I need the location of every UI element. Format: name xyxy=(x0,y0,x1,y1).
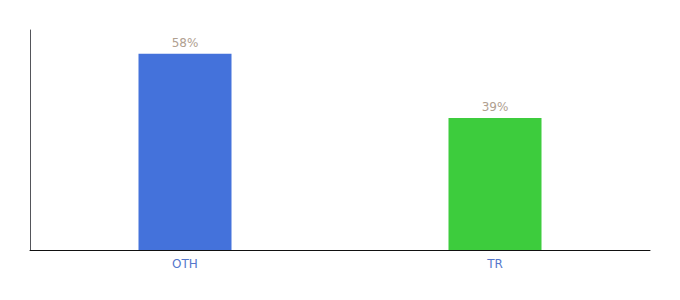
svg-text:39%: 39% xyxy=(482,100,509,114)
svg-text:58%: 58% xyxy=(172,36,199,50)
svg-text:OTH: OTH xyxy=(172,257,198,271)
svg-text:TR: TR xyxy=(486,257,503,271)
